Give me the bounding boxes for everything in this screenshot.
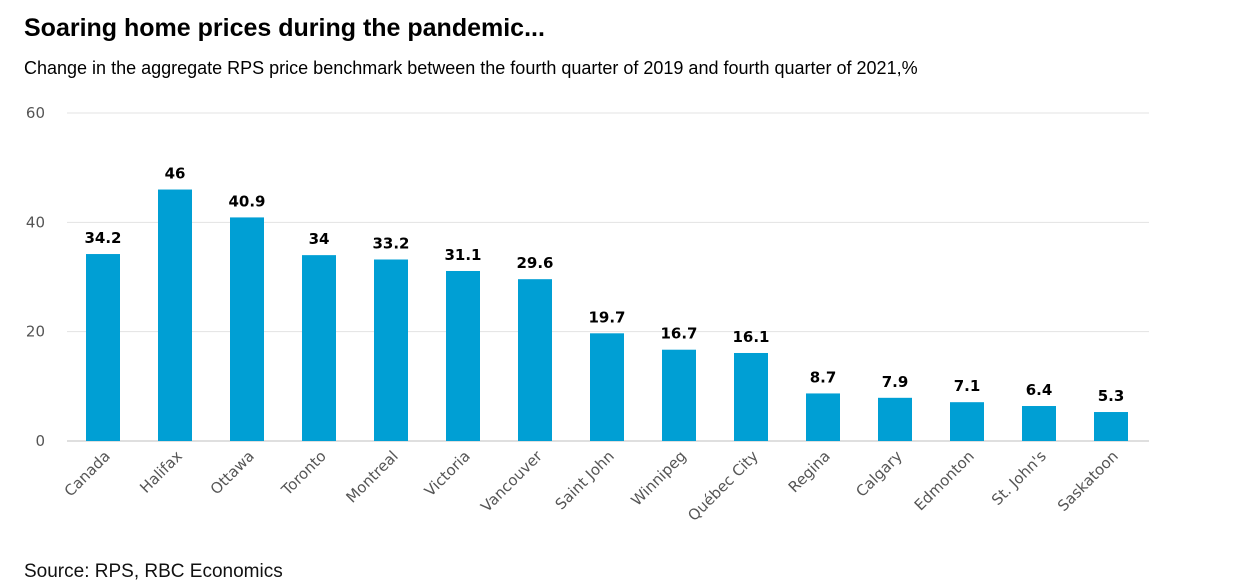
data-labels: 34.2 46 40.9 34 33.2 31.1 29.6 19.7 16.7 16.1 8.7 7…: [84, 165, 1124, 405]
bar: [302, 255, 336, 441]
bar: [446, 270, 480, 441]
y-axis-ticks: 0 20 40 60: [26, 104, 45, 450]
x-tick-label: Edmonton: [911, 447, 978, 514]
chart-subtitle: Change in the aggregate RPS price benchm…: [24, 58, 918, 78]
data-label: 31.1: [444, 246, 481, 264]
data-label: 7.9: [882, 373, 909, 391]
x-tick-label: Victoria: [421, 447, 474, 500]
x-axis-ticks: Canada Halifax Ottawa Toronto Montreal Victor…: [61, 447, 1122, 525]
data-label: 5.3: [1098, 387, 1125, 405]
x-tick-label: Canada: [61, 447, 114, 500]
source-note: Source: RPS, RBC Economics: [24, 561, 283, 582]
x-tick-label: Saskatoon: [1054, 447, 1122, 515]
data-label: 46: [165, 165, 186, 183]
x-tick-label: St. John's: [988, 447, 1050, 509]
data-label: 29.6: [516, 254, 553, 272]
bar: [806, 393, 840, 441]
data-label: 34.2: [84, 229, 121, 247]
bar: [158, 189, 192, 441]
x-tick-label: Québec City: [684, 447, 762, 525]
y-tick-label: 60: [26, 104, 45, 122]
chart-title: Soaring home prices during the pandemic.…: [24, 14, 545, 42]
bar: [950, 402, 984, 441]
x-tick-label: Calgary: [852, 447, 906, 501]
x-tick-label: Ottawa: [207, 447, 258, 498]
data-label: 16.7: [660, 325, 697, 343]
data-label: 34: [309, 230, 330, 248]
bar: [1022, 406, 1056, 441]
data-label: 40.9: [228, 192, 265, 210]
bar: [662, 349, 696, 441]
data-label: 19.7: [588, 308, 625, 326]
bar: [374, 259, 408, 441]
bar: [734, 352, 768, 441]
x-tick-label: Vancouver: [477, 447, 546, 516]
x-tick-label: Toronto: [277, 447, 330, 500]
data-label: 33.2: [372, 235, 409, 253]
x-tick-label: Halifax: [136, 447, 186, 497]
x-tick-label: Montreal: [342, 447, 401, 506]
x-tick-label: Regina: [785, 447, 834, 496]
data-label: 8.7: [810, 368, 837, 386]
data-label: 7.1: [954, 377, 981, 395]
data-label: 16.1: [732, 328, 769, 346]
x-tick-label: Saint John: [552, 447, 618, 513]
x-tick-label: Winnipeg: [628, 447, 690, 509]
bar: [590, 333, 624, 441]
y-tick-label: 20: [26, 323, 45, 341]
y-tick-label: 40: [26, 213, 45, 231]
bar: [1094, 412, 1128, 441]
bars: [86, 189, 1128, 441]
bar: [86, 254, 120, 441]
bar: [518, 279, 552, 441]
bar: [878, 397, 912, 441]
data-label: 6.4: [1026, 381, 1053, 399]
bar: [230, 217, 264, 441]
y-tick-label: 0: [35, 432, 45, 450]
